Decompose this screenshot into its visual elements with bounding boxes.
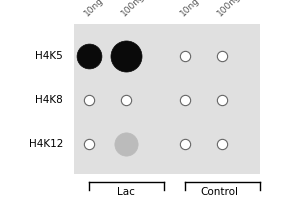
Point bbox=[86, 98, 91, 102]
Point bbox=[220, 54, 224, 58]
Point bbox=[86, 54, 91, 58]
Text: 100ng: 100ng bbox=[216, 0, 242, 18]
Point bbox=[182, 98, 187, 102]
Point bbox=[182, 142, 187, 146]
Text: H4K5: H4K5 bbox=[35, 51, 63, 61]
Text: Control: Control bbox=[200, 187, 238, 197]
Point bbox=[124, 54, 128, 58]
Point bbox=[182, 54, 187, 58]
Text: Lac: Lac bbox=[117, 187, 135, 197]
Text: H4K12: H4K12 bbox=[28, 139, 63, 149]
Point bbox=[220, 142, 224, 146]
Point bbox=[86, 142, 91, 146]
Point bbox=[124, 142, 128, 146]
Text: 10ng: 10ng bbox=[82, 0, 105, 18]
Point bbox=[220, 98, 224, 102]
Text: H4K8: H4K8 bbox=[35, 95, 63, 105]
Text: 10ng: 10ng bbox=[178, 0, 201, 18]
Point bbox=[124, 98, 128, 102]
Text: 100ng: 100ng bbox=[120, 0, 146, 18]
